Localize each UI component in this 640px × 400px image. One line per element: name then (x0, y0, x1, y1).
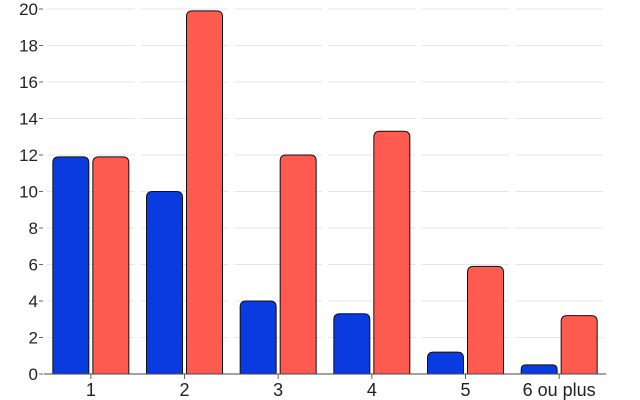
y-tick-label: 14 (19, 110, 38, 129)
x-tick-label: 4 (367, 380, 377, 400)
bar-1-3 (239, 300, 277, 375)
bar-2-2 (186, 10, 223, 375)
x-axis: 1 2 3 4 5 6 ou plus (44, 373, 606, 400)
y-tick-label: 12 (19, 146, 38, 165)
x-tick-label: 1 (86, 380, 96, 400)
bar-1-2 (146, 191, 183, 375)
bar-2-6 (560, 315, 598, 375)
y-tick-label: 20 (19, 0, 38, 19)
y-tick-label: 18 (19, 37, 38, 56)
bar-2-5 (467, 265, 504, 375)
bar-2-1 (92, 156, 130, 375)
bar-1-6 (520, 364, 558, 375)
bars (52, 10, 598, 375)
bar-1-4 (333, 313, 371, 375)
x-tick-label: 2 (179, 380, 189, 400)
bar-2-3 (279, 154, 317, 375)
bar-2-4 (373, 130, 411, 375)
gridlines (47, 8, 603, 338)
x-tick-label: 6 ou plus (523, 380, 596, 400)
y-tick-label: 16 (19, 73, 38, 92)
y-tick-label: 2 (29, 329, 38, 348)
x-tick-label: 3 (273, 380, 283, 400)
bar-1-5 (427, 351, 464, 375)
y-tick-label: 4 (29, 292, 38, 311)
y-axis: 0 2 4 6 8 10 12 14 16 18 20 (19, 0, 43, 384)
y-tick-label: 8 (29, 219, 38, 238)
y-tick-label: 0 (29, 365, 38, 384)
bar-1-1 (52, 156, 90, 375)
y-tick-label: 6 (29, 256, 38, 275)
x-tick-label: 5 (460, 380, 470, 400)
y-tick-label: 10 (19, 183, 38, 202)
